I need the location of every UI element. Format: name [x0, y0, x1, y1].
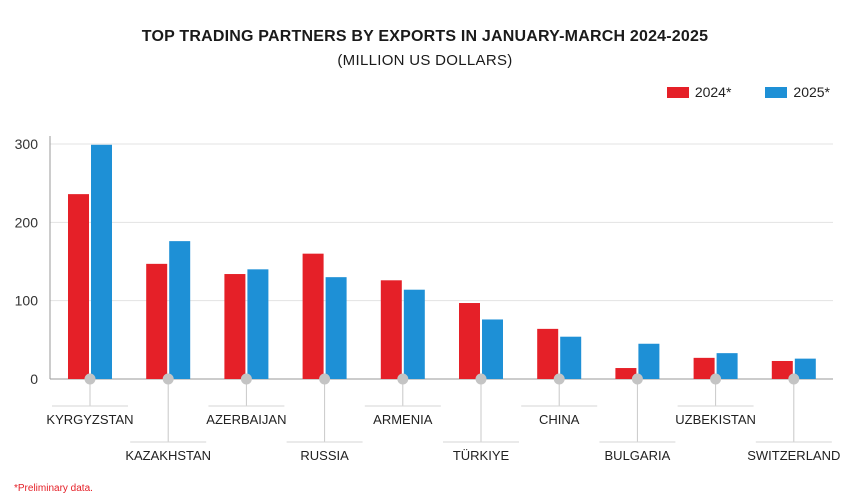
bar-2025-armenia	[403, 289, 425, 379]
bar-2025-switzerland	[794, 358, 816, 379]
bar-2025-china	[560, 336, 582, 379]
legend-label-2025: 2025*	[793, 84, 830, 100]
chart-subtitle: (MILLION US DOLLARS)	[337, 52, 513, 69]
bar-2024-azerbaijan	[224, 274, 246, 379]
bar-chart: 0 100 200 300 KYRGYZSTAN KAZAKHSTAN AZERBAIJAN…	[15, 136, 840, 463]
axis-marker-russia	[319, 373, 331, 385]
bar-2024-switzerland	[771, 360, 793, 379]
category-label-türkiye: TÜRKIYE	[453, 448, 510, 463]
legend-swatch-2025	[765, 86, 788, 98]
y-tick-label-100: 100	[15, 293, 39, 309]
legend-swatch-2024	[666, 86, 689, 98]
category-label-kyrgyzstan: KYRGYZSTAN	[46, 412, 133, 427]
axis-marker-türkiye	[475, 373, 487, 385]
bar-2024-türkiye	[459, 303, 480, 379]
axis-marker-bulgaria	[631, 373, 643, 385]
category-label-russia: RUSSIA	[300, 448, 349, 463]
legend: 2024* 2025*	[666, 84, 830, 100]
legend-item-2024: 2024*	[666, 84, 732, 100]
category-label-armenia: ARMENIA	[373, 412, 433, 427]
bar-2024-bulgaria	[615, 368, 637, 379]
legend-label-2024: 2024*	[694, 84, 732, 100]
bar-2025-kazakhstan	[169, 241, 191, 379]
bar-2025-russia	[325, 277, 347, 379]
bar-2024-russia	[302, 253, 324, 379]
y-tick-label-300: 300	[15, 136, 39, 152]
footnote: *Preliminary data.	[14, 483, 93, 494]
axis-marker-uzbekistan	[710, 373, 722, 385]
bar-2025-bulgaria	[638, 343, 660, 379]
axis-marker-azerbaijan	[240, 373, 252, 385]
bar-2025-kyrgyzstan	[91, 144, 112, 379]
category-label-kazakhstan: KAZAKHSTAN	[125, 448, 211, 463]
bar-2025-türkiye	[482, 319, 503, 379]
category-label-switzerland: SWITZERLAND	[747, 448, 840, 463]
bar-2024-kazakhstan	[146, 263, 168, 379]
bar-2024-uzbekistan	[693, 357, 715, 379]
axis-marker-switzerland	[788, 373, 800, 385]
category-label-china: CHINA	[539, 412, 580, 427]
category-label-azerbaijan: AZERBAIJAN	[206, 412, 286, 427]
legend-item-2025: 2025*	[765, 84, 830, 100]
axis-marker-armenia	[397, 373, 409, 385]
bar-2024-armenia	[380, 280, 402, 379]
y-tick-label-0: 0	[30, 371, 38, 387]
bar-2024-kyrgyzstan	[68, 194, 89, 379]
y-tick-label-200: 200	[15, 214, 39, 230]
bar-2025-uzbekistan	[716, 353, 738, 379]
axis-marker-kyrgyzstan	[84, 373, 96, 385]
category-label-bulgaria: BULGARIA	[605, 448, 671, 463]
bar-2025-azerbaijan	[247, 269, 269, 379]
axis-marker-china	[553, 373, 565, 385]
bar-2024-china	[537, 328, 559, 379]
chart-title: TOP TRADING PARTNERS BY EXPORTS IN JANUA…	[141, 28, 709, 45]
category-label-uzbekistan: UZBEKISTAN	[675, 412, 756, 427]
axis-marker-kazakhstan	[162, 373, 174, 385]
